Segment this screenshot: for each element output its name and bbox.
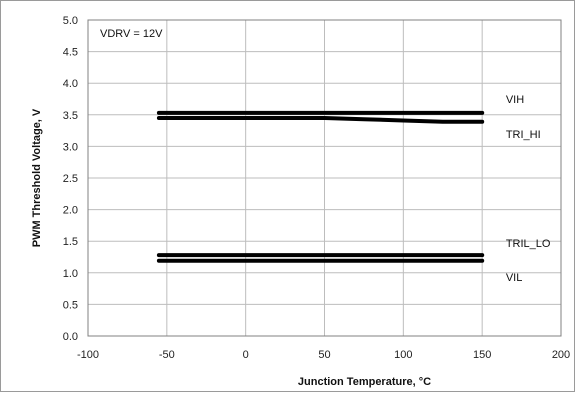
y-tick-label: 2.5 [63,173,78,185]
x-tick-label: -100 [77,349,99,361]
x-axis-title: Junction Temperature, °C [298,376,431,388]
y-tick-label: 5.0 [63,15,78,27]
series-label-vih: VIH [506,94,524,106]
y-tick-label: 0.0 [63,331,78,343]
y-axis-title: PWM Threshold Voltage, V [31,108,43,247]
x-tick-label: 200 [552,349,570,361]
y-tick-label: 0.5 [63,299,78,311]
y-tick-label: 3.0 [63,141,78,153]
series-labels: VIH TRI_HI TRIL_LO VIL [506,94,551,284]
x-tick-label: -50 [159,349,175,361]
series-label-tril-lo: TRIL_LO [506,238,551,250]
series-lines [156,110,485,263]
tick-labels: 0.0 0.5 1.0 1.5 2.0 2.5 3.0 3.5 4.0 4.5 5.0 -100 -50… [63,15,570,361]
y-tick-label: 3.5 [63,110,78,122]
x-tick-label: 100 [394,349,412,361]
x-tick-label: 50 [318,349,330,361]
condition-annotation: VDRV = 12V [100,28,163,40]
y-tick-label: 2.0 [63,205,78,217]
series-line-tri-hi [156,116,485,124]
y-tick-label: 4.0 [63,78,78,90]
plot-area [87,19,562,337]
x-tick-label: 150 [473,349,491,361]
x-tick-label: 0 [243,349,249,361]
y-tick-label: 4.5 [63,47,78,59]
y-tick-label: 1.0 [63,268,78,280]
y-tick-label: 1.5 [63,236,78,248]
series-label-vil: VIL [506,272,523,284]
series-label-tri-hi: TRI_HI [506,129,541,141]
